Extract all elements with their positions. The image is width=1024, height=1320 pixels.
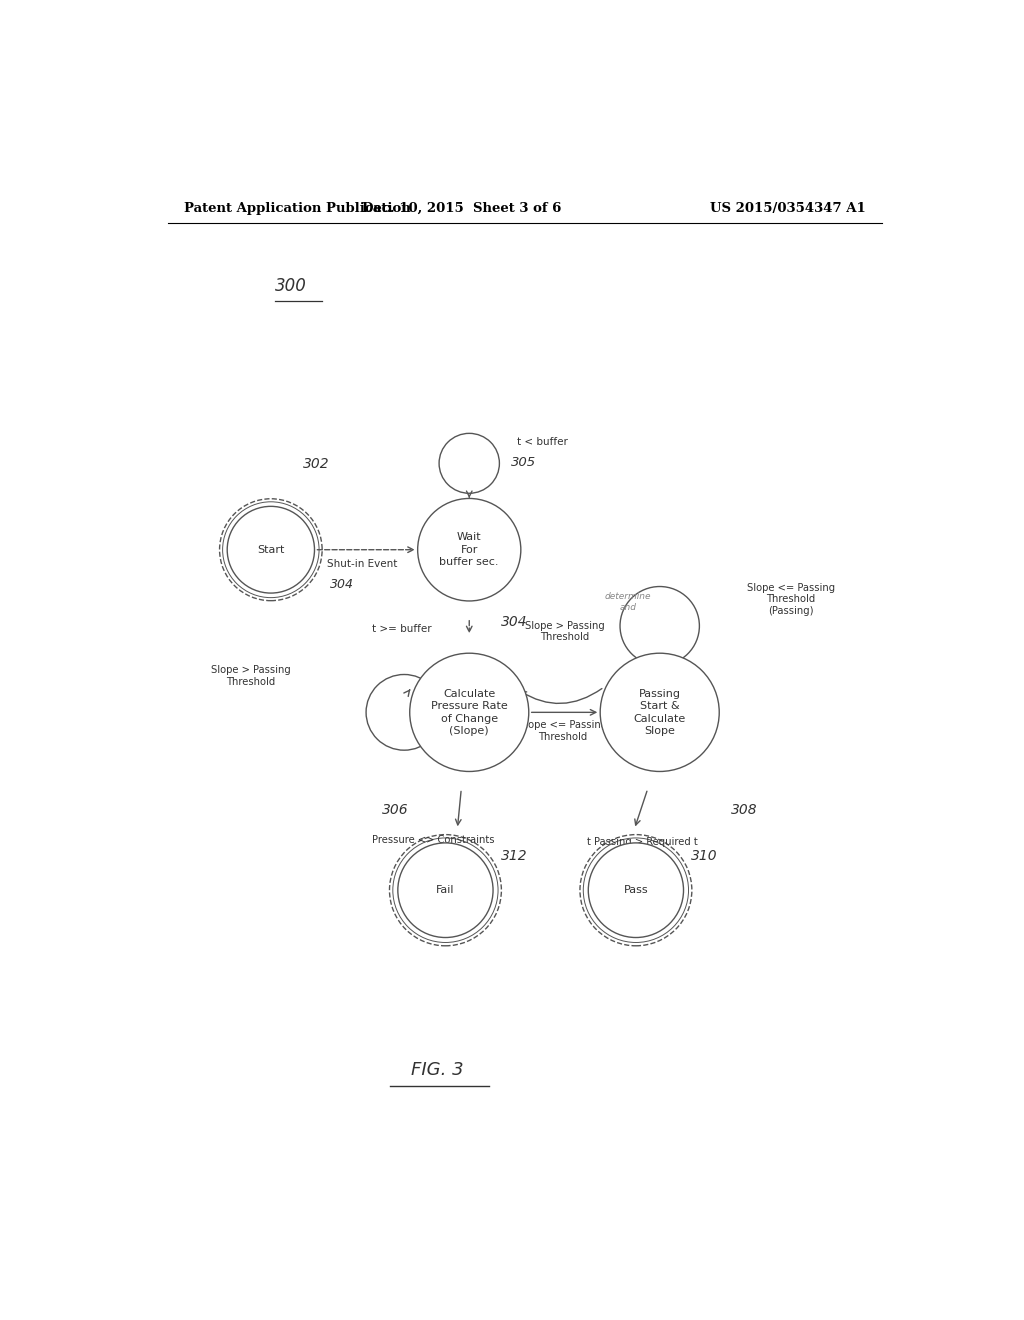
Text: Passing
Start &
Calculate
Slope: Passing Start & Calculate Slope — [634, 689, 686, 737]
Text: Shut-in Event: Shut-in Event — [327, 558, 397, 569]
Text: Calculate
Pressure Rate
of Change
(Slope): Calculate Pressure Rate of Change (Slope… — [431, 689, 508, 737]
Text: Slope <= Passing
Threshold: Slope <= Passing Threshold — [519, 721, 607, 742]
Ellipse shape — [398, 843, 494, 937]
Text: 312: 312 — [501, 849, 527, 863]
Text: t >= buffer: t >= buffer — [372, 624, 431, 634]
Text: 305: 305 — [511, 457, 536, 470]
Text: FIG. 3: FIG. 3 — [412, 1061, 464, 1080]
Text: 306: 306 — [382, 803, 409, 817]
Ellipse shape — [227, 507, 314, 593]
Ellipse shape — [418, 499, 521, 601]
Ellipse shape — [410, 653, 528, 771]
Text: Slope > Passing
Threshold: Slope > Passing Threshold — [211, 665, 291, 686]
Text: Slope > Passing
Threshold: Slope > Passing Threshold — [524, 620, 604, 642]
Text: 308: 308 — [731, 803, 758, 817]
Ellipse shape — [588, 843, 684, 937]
Ellipse shape — [600, 653, 719, 771]
Text: Wait
For
buffer sec.: Wait For buffer sec. — [439, 532, 499, 568]
Text: Fail: Fail — [436, 886, 455, 895]
Text: Slope <= Passing
Threshold
(Passing): Slope <= Passing Threshold (Passing) — [746, 582, 835, 615]
Text: 304: 304 — [501, 615, 527, 628]
Text: 310: 310 — [691, 849, 718, 863]
Text: Dec. 10, 2015  Sheet 3 of 6: Dec. 10, 2015 Sheet 3 of 6 — [361, 202, 561, 215]
Text: t Passing > Required t: t Passing > Required t — [587, 837, 697, 847]
Text: Pressure <> Constraints: Pressure <> Constraints — [373, 836, 495, 845]
Text: US 2015/0354347 A1: US 2015/0354347 A1 — [711, 202, 866, 215]
Text: 300: 300 — [274, 276, 307, 294]
Text: Pass: Pass — [624, 886, 648, 895]
Text: t < buffer: t < buffer — [517, 437, 567, 447]
Text: 302: 302 — [303, 458, 330, 471]
Text: determine
and: determine and — [605, 593, 651, 611]
Text: Patent Application Publication: Patent Application Publication — [183, 202, 411, 215]
Text: 304: 304 — [331, 578, 354, 591]
Text: Start: Start — [257, 545, 285, 554]
